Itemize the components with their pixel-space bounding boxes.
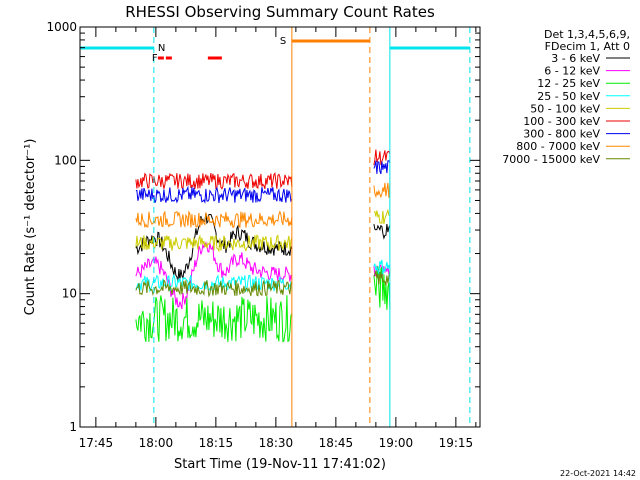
flag-label-f: F (152, 53, 158, 64)
series-line-7 (135, 185, 293, 205)
plot-frame (79, 26, 481, 428)
y-tick-label: 100 (54, 153, 77, 167)
series-line-9 (373, 270, 391, 286)
legend-label-2: 6 - 12 keV (544, 65, 600, 78)
legend: Det 1,3,4,5,6,9,FDecim 1, Att 03 - 6 keV… (502, 28, 630, 166)
series-line-7 (373, 160, 391, 175)
legend-label-3: 12 - 25 keV (537, 77, 600, 90)
x-tick-label: 18:45 (319, 436, 354, 450)
x-tick-label: 19:00 (379, 436, 414, 450)
legend-header-line: FDecim 1, Att 0 (545, 40, 630, 53)
legend-label-7: 300 - 800 keV (523, 128, 600, 141)
y-tick-label: 1 (69, 420, 77, 434)
legend-label-4: 25 - 50 keV (537, 90, 600, 103)
footer-date: 22-Oct-2021 14:42 (560, 469, 636, 478)
legend-label-5: 50 - 100 keV (530, 102, 600, 115)
y-tick-label: 1000 (46, 20, 77, 34)
series-line-9 (135, 279, 293, 298)
series-line-5 (135, 234, 293, 253)
x-tick-label: 19:15 (439, 436, 474, 450)
legend-header-line: Det 1,3,4,5,6,9, (544, 28, 630, 41)
legend-label-6: 100 - 300 keV (523, 115, 600, 128)
series-line-6 (135, 171, 293, 191)
flag-label-s: S (280, 36, 286, 47)
series-line-3 (135, 295, 293, 343)
y-axis-title: Count Rate (s⁻¹ detector⁻¹) (23, 139, 38, 316)
series-line-8 (373, 182, 391, 199)
series-line-6 (373, 149, 391, 166)
legend-label-8: 800 - 7000 keV (516, 140, 600, 153)
plot-lines (135, 149, 391, 343)
x-axis: 17:45 18:00 18:15 18:30 18:45 19:00 19:15 (79, 27, 477, 450)
x-tick-label: 18:00 (139, 436, 174, 450)
legend-label-9: 7000 - 15000 keV (502, 153, 600, 166)
x-tick-label: 18:15 (199, 436, 234, 450)
series-line-3 (373, 265, 391, 310)
x-tick-label: 18:30 (259, 436, 294, 450)
flag-label-n: N (158, 43, 165, 54)
legend-label-1: 3 - 6 keV (551, 52, 600, 65)
series-line-5 (373, 208, 390, 224)
plot-flags: NF S (79, 27, 471, 427)
y-axis: 1 10 100 1000 (46, 20, 480, 434)
series-line-8 (135, 210, 293, 229)
series-line-4 (373, 259, 391, 276)
x-axis-title: Start Time (19-Nov-11 17:41:02) (174, 457, 386, 472)
chart-title: RHESSI Observing Summary Count Rates (125, 3, 435, 21)
y-tick-label: 10 (62, 287, 77, 301)
series-line-1 (373, 224, 391, 240)
x-tick-label: 17:45 (79, 436, 114, 450)
series-line-2 (135, 241, 293, 310)
